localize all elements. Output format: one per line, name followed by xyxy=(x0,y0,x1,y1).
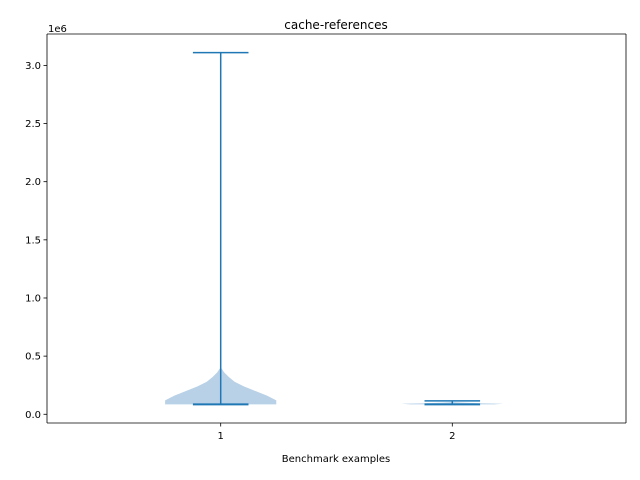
chart-title: cache-references xyxy=(284,18,387,32)
plot-area: 0.0 0.5 1.0 1.5 2.0 2.5 3.0 1 2 xyxy=(25,33,627,442)
y-tick-label-6: 3.0 xyxy=(25,61,41,72)
y-tick-label-3: 1.5 xyxy=(25,235,41,246)
y-tick-label-5: 2.5 xyxy=(25,119,41,130)
y-tick-label-1: 0.5 xyxy=(25,352,41,363)
y-tick-label-2: 1.0 xyxy=(25,293,41,304)
y-tick-label-4: 2.0 xyxy=(25,177,41,188)
y-tick-label-0: 0.0 xyxy=(25,410,41,421)
y-offset-text: 1e6 xyxy=(48,24,67,35)
x-tick-label-0: 1 xyxy=(218,431,224,442)
x-axis-label: Benchmark examples xyxy=(282,454,390,465)
x-tick-label-1: 2 xyxy=(449,431,455,442)
